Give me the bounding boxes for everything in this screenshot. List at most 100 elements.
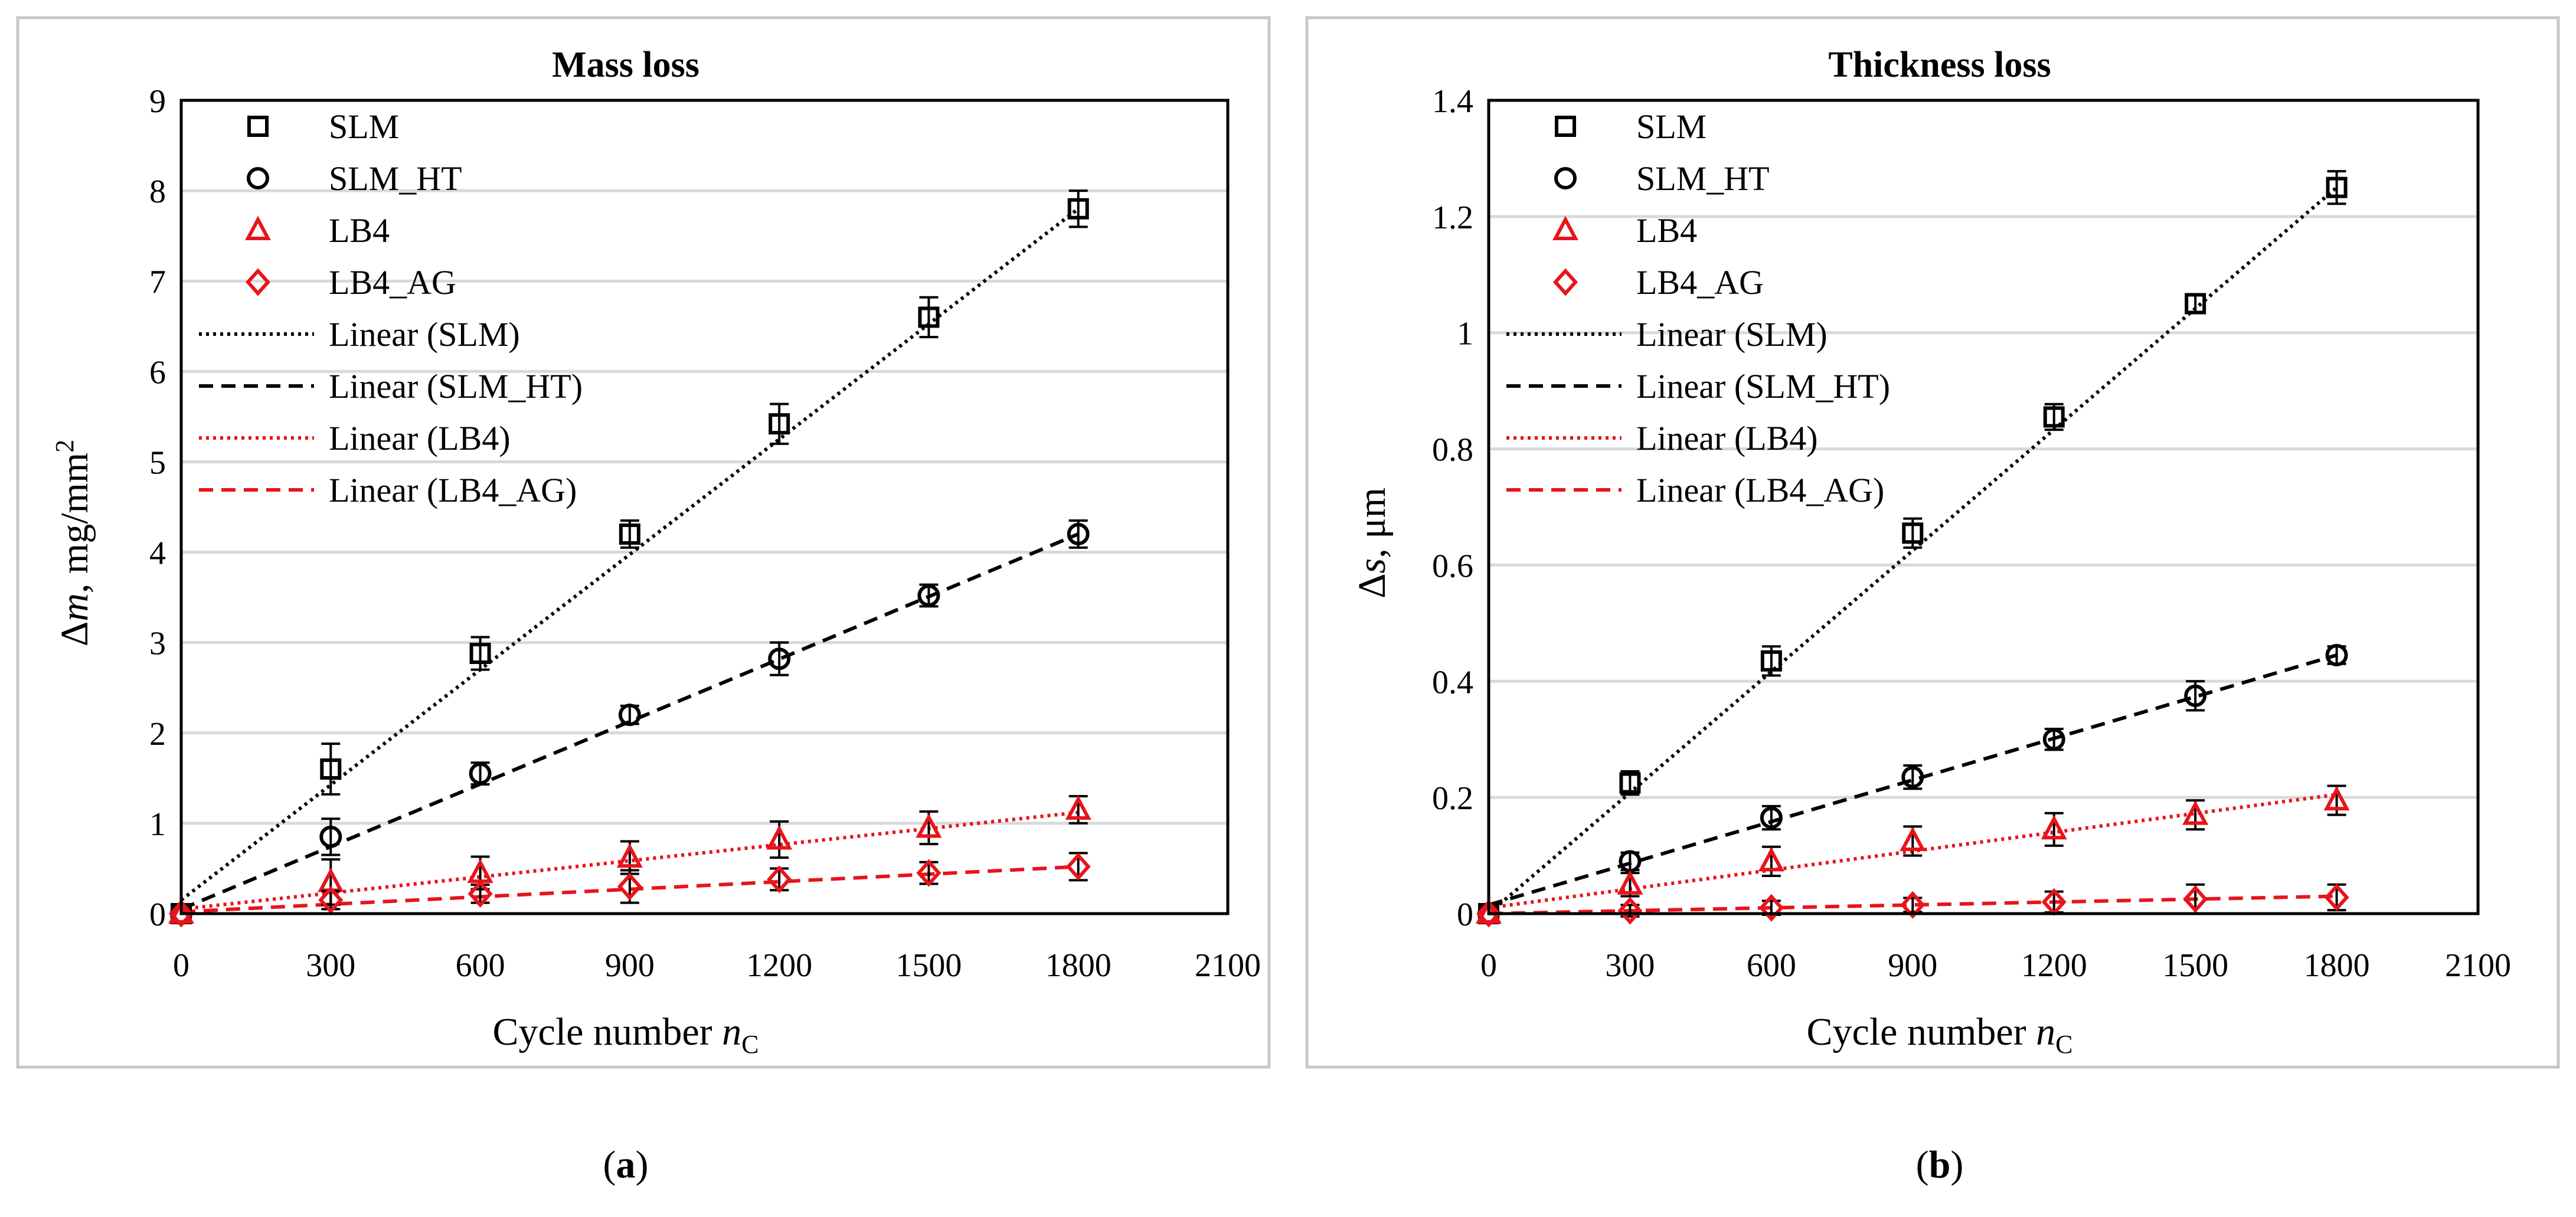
legend-item-slm-ht: SLM_HT xyxy=(247,159,462,198)
x-tick-label: 1500 xyxy=(2162,947,2228,984)
data-point-slm xyxy=(320,758,342,780)
x-axis-label: Cycle number nC xyxy=(493,1010,759,1059)
x-tick-label: 0 xyxy=(1480,947,1497,984)
data-point-lb4-ag xyxy=(1065,852,1091,881)
y-tick-label: 0.4 xyxy=(1432,664,1473,701)
legend-item-linear-lb4: Linear (LB4) xyxy=(199,419,511,457)
y-tick-labels: 0 0.2 0.4 0.6 0.8 1 1.2 1.4 xyxy=(1432,83,1473,933)
legend-label: SLM xyxy=(1636,107,1707,146)
x-tick-label: 1500 xyxy=(895,947,962,984)
gridlines xyxy=(1489,215,2478,799)
legend-item-linear-slm-ht: Linear (SLM_HT) xyxy=(199,367,583,405)
legend-symbol xyxy=(247,116,269,137)
legend-item-lb4-ag: LB4_AG xyxy=(1552,263,1764,302)
legend-label: Linear (LB4) xyxy=(1636,419,1818,457)
legend-item-lb4: LB4 xyxy=(245,211,390,250)
y-tick-label: 8 xyxy=(149,174,166,210)
data-markers xyxy=(168,189,1091,928)
data-point-lb4-ag xyxy=(617,872,642,901)
panel-label-letter: b xyxy=(1929,1143,1951,1186)
y-axis-label-delta: Δ xyxy=(1351,573,1394,598)
legend-label: LB4 xyxy=(329,211,390,250)
y-axis-label-variable: s xyxy=(1351,558,1394,574)
legend-item-linear-lb4-ag: Linear (LB4_AG) xyxy=(199,471,577,509)
data-point-lb4-ag xyxy=(1617,897,1643,925)
x-axis-label-text: Cycle number xyxy=(493,1010,712,1054)
y-tick-label: 0.8 xyxy=(1432,432,1473,469)
data-point-lb4-ag xyxy=(2183,885,2208,913)
legend-label: SLM_HT xyxy=(1636,159,1770,198)
series-slm xyxy=(1478,170,2348,924)
y-tick-label: 1 xyxy=(149,806,166,843)
legend-label: Linear (SLM) xyxy=(329,315,520,354)
data-point-lb4 xyxy=(1758,847,1784,872)
panel-thickness-loss: Thickness loss 0 300 600 900 1200 1500 1800 210… xyxy=(1305,16,2560,1186)
data-point-slm-ht xyxy=(469,762,492,785)
legend: SLM SLM_HT LB4 LB4_AG Linear (SLM) Linear (SL… xyxy=(1506,107,1890,509)
data-point-slm-ht xyxy=(2042,728,2065,751)
data-point-lb4 xyxy=(2182,800,2209,825)
series-slm-ht xyxy=(170,519,1090,925)
legend: SLM SLM_HT LB4 LB4_AG Linear (SLM) Linear (SL… xyxy=(199,107,583,509)
x-tick-label: 1200 xyxy=(2021,947,2087,984)
x-axis-label-subscript: C xyxy=(2055,1030,2072,1059)
data-point-slm-ht xyxy=(1067,522,1090,545)
legend-item-slm: SLM xyxy=(1555,107,1707,146)
y-tick-label: 0 xyxy=(1457,897,1473,933)
chart-title: Mass loss xyxy=(552,45,699,85)
legend-item-linear-lb4-ag: Linear (LB4_AG) xyxy=(1506,471,1884,509)
legend-symbol xyxy=(1554,167,1577,189)
data-point-slm xyxy=(1067,198,1089,220)
data-point-slm-ht xyxy=(1760,806,1783,829)
data-point-slm xyxy=(1902,522,1924,544)
plot-area-frame xyxy=(179,99,1230,915)
legend-item-lb4: LB4 xyxy=(1552,211,1697,250)
y-tick-label: 2 xyxy=(149,716,166,753)
panel-label-open: ( xyxy=(1916,1143,1929,1186)
data-point-slm-ht xyxy=(618,704,641,727)
x-axis-label-variable: n xyxy=(722,1010,741,1054)
x-tick-label: 2100 xyxy=(2445,947,2511,984)
legend-symbol xyxy=(247,167,269,189)
error-bar xyxy=(321,742,341,796)
legend-label: SLM_HT xyxy=(329,159,462,198)
legend-label: Linear (SLM_HT) xyxy=(329,367,583,405)
y-tick-labels: 0 1 2 3 4 5 6 7 8 9 xyxy=(149,83,166,933)
series-lb4-ag xyxy=(168,852,1091,928)
data-point-lb4-ag xyxy=(1476,899,1502,928)
y-axis-label-delta: Δ xyxy=(53,621,96,646)
data-point-slm-ht xyxy=(1901,765,1924,789)
y-axis-label-superscript: 2 xyxy=(50,440,79,453)
x-tick-label: 0 xyxy=(173,947,189,984)
legend-item-slm-ht: SLM_HT xyxy=(1554,159,1770,198)
x-tick-labels: 0 300 600 900 1200 1500 1800 2100 xyxy=(173,947,1261,984)
y-tick-label: 0.2 xyxy=(1432,780,1473,817)
legend-item-linear-slm: Linear (SLM) xyxy=(199,315,520,354)
y-axis-label-variable: m xyxy=(53,593,96,621)
data-point-lb4-ag xyxy=(916,859,942,887)
y-tick-label: 5 xyxy=(149,444,166,481)
x-axis-label: Cycle number nC xyxy=(1807,1010,2073,1059)
x-tick-labels: 0 300 600 900 1200 1500 1800 2100 xyxy=(1480,947,2511,984)
x-tick-label: 300 xyxy=(1605,947,1655,984)
y-axis-label: Δs, μm xyxy=(1351,488,1394,598)
y-tick-label: 0.6 xyxy=(1432,548,1473,584)
data-point-slm-ht xyxy=(2325,643,2348,666)
data-point-lb4 xyxy=(1900,826,1926,851)
legend-label: Linear (LB4_AG) xyxy=(329,471,577,509)
data-point-lb4-ag xyxy=(1900,891,1926,919)
error-bar xyxy=(1068,189,1088,228)
data-point-lb4 xyxy=(2041,814,2067,840)
x-axis-label-text: Cycle number xyxy=(1807,1010,2026,1054)
data-point-slm xyxy=(1760,650,1782,672)
x-tick-label: 1200 xyxy=(746,947,812,984)
data-point-lb4-ag xyxy=(2324,883,2349,911)
y-tick-label: 6 xyxy=(149,354,166,391)
panel-label: (b) xyxy=(1916,1143,1964,1186)
data-point-lb4-ag xyxy=(468,879,493,908)
data-point-lb4 xyxy=(1617,870,1643,895)
y-tick-label: 9 xyxy=(149,83,166,120)
panel-label-open: ( xyxy=(603,1143,616,1186)
y-tick-label: 1 xyxy=(1457,316,1473,352)
